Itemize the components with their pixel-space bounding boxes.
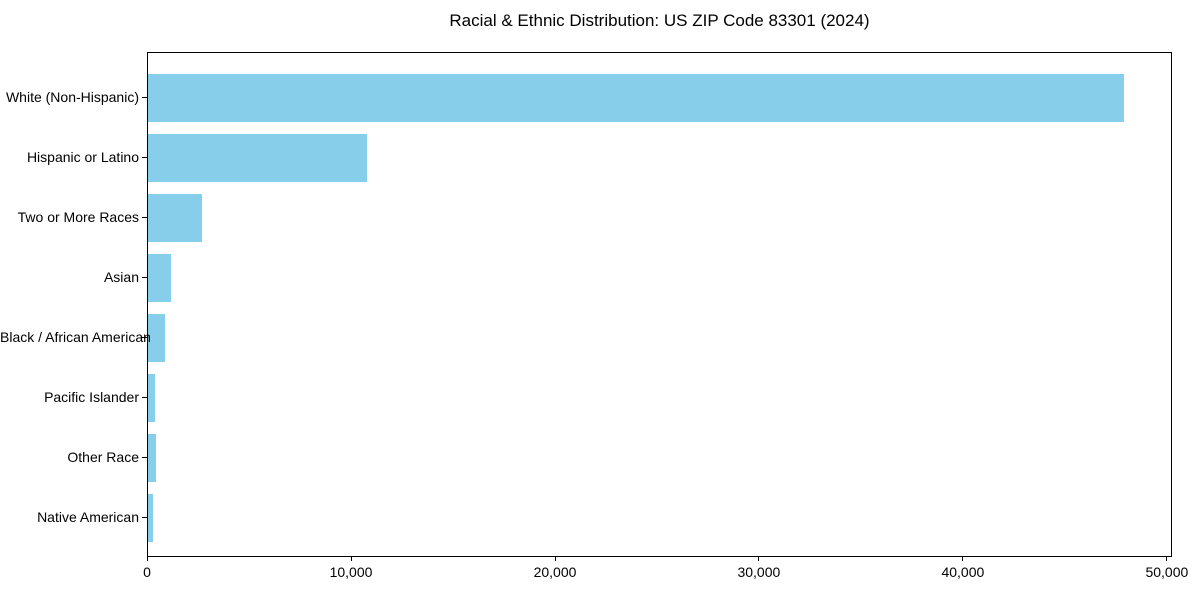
y-tick-label: Two or More Races (17, 209, 139, 225)
x-tick-label: 10,000 (329, 564, 373, 580)
bar (148, 314, 165, 362)
y-tick-label: White (Non-Hispanic) (5, 89, 139, 105)
bar (148, 74, 1125, 122)
x-tick-label: 40,000 (941, 564, 985, 580)
y-tick-label: Pacific Islander (44, 389, 139, 405)
y-tick-label: Native American (37, 509, 139, 525)
x-tick-mark (758, 557, 760, 561)
bar (148, 194, 202, 242)
x-tick-mark (554, 557, 556, 561)
y-tick-mark (142, 517, 147, 518)
y-tick-label: Asian (103, 269, 139, 285)
bar (148, 134, 367, 182)
x-tick-mark (146, 557, 148, 561)
y-tick-mark (142, 337, 147, 338)
y-tick-label: Other Race (67, 449, 139, 465)
bar (148, 434, 156, 482)
y-tick-mark (142, 277, 147, 278)
bar (148, 494, 154, 542)
x-tick-label: 50,000 (1145, 564, 1189, 580)
x-tick-mark (1166, 557, 1168, 561)
x-tick-mark (350, 557, 352, 561)
x-tick-mark (962, 557, 964, 561)
plot-area (147, 52, 1172, 557)
y-tick-mark (142, 397, 147, 398)
chart-title: Racial & Ethnic Distribution: US ZIP Cod… (449, 11, 870, 30)
bar (148, 254, 171, 302)
y-tick-mark (142, 217, 147, 218)
y-tick-label: Hispanic or Latino (26, 149, 139, 165)
y-tick-mark (142, 97, 147, 98)
x-tick-label: 20,000 (533, 564, 577, 580)
bar (148, 374, 156, 422)
y-tick-mark (142, 457, 147, 458)
y-tick-label: Black / African American (0, 329, 151, 345)
x-tick-label: 0 (143, 564, 151, 580)
x-tick-label: 30,000 (737, 564, 781, 580)
y-tick-mark (142, 157, 147, 158)
